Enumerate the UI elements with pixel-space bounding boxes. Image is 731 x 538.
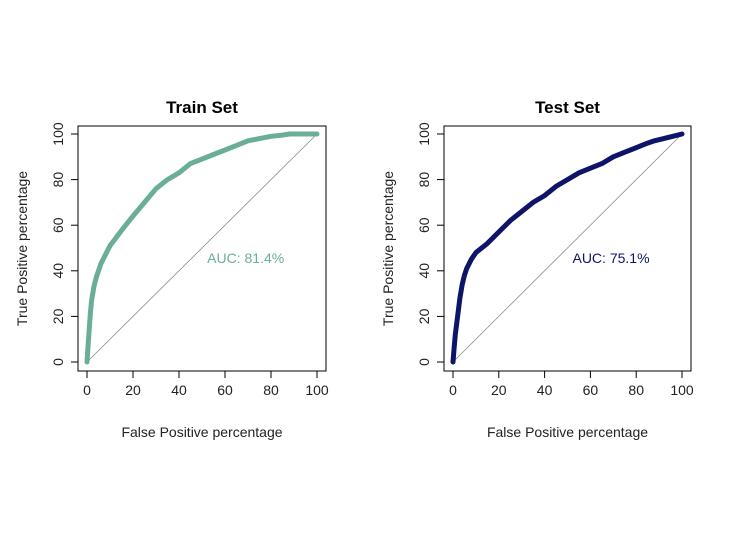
x-tick-label: 60: [583, 382, 599, 398]
reference-diagonal: [86, 133, 318, 363]
reference-diagonal: [452, 133, 683, 363]
y-tick-label: 60: [50, 217, 66, 233]
x-tick-label: 0: [83, 382, 91, 398]
x-axis-label: False Positive percentage: [487, 424, 648, 440]
y-tick-label: 100: [416, 122, 432, 146]
y-axis-label: True Positive percentage: [380, 171, 396, 326]
y-axis-label: True Positive percentage: [14, 171, 30, 326]
auc-label: AUC: 81.4%: [207, 250, 284, 266]
auc-label: AUC: 75.1%: [572, 250, 649, 266]
chart-title: Test Set: [535, 98, 600, 117]
chart-title: Train Set: [166, 98, 238, 117]
x-tick-label: 80: [628, 382, 644, 398]
x-tick-label: 20: [491, 382, 507, 398]
x-tick-label: 20: [125, 382, 141, 398]
y-tick-label: 40: [50, 263, 66, 279]
x-tick-label: 80: [263, 382, 279, 398]
y-tick-label: 60: [416, 217, 432, 233]
roc-panel-2: Test Set 0 20 40 60 80 100 0 20 40 60 80 100 False Po…: [380, 98, 694, 440]
y-tick-label: 20: [50, 308, 66, 324]
y-tick-label: 80: [416, 172, 432, 188]
x-tick-label: 100: [670, 382, 694, 398]
x-tick-label: 40: [537, 382, 553, 398]
roc-curve: [84, 131, 320, 365]
y-tick-label: 0: [416, 358, 432, 366]
y-tick-label: 40: [416, 263, 432, 279]
y-tick-label: 80: [50, 172, 66, 188]
roc-curve: [450, 131, 685, 365]
y-tick-label: 0: [50, 358, 66, 366]
y-tick-label: 20: [416, 308, 432, 324]
y-tick-label: 100: [50, 122, 66, 146]
x-tick-label: 100: [305, 382, 329, 398]
x-tick-label: 60: [217, 382, 233, 398]
x-axis-label: False Positive percentage: [121, 424, 282, 440]
roc-panel-1: Train Set 0 20 40 60 80 100 0 20 40 60 80 100 False P…: [14, 98, 329, 440]
x-tick-label: 40: [171, 382, 187, 398]
x-tick-label: 0: [449, 382, 457, 398]
